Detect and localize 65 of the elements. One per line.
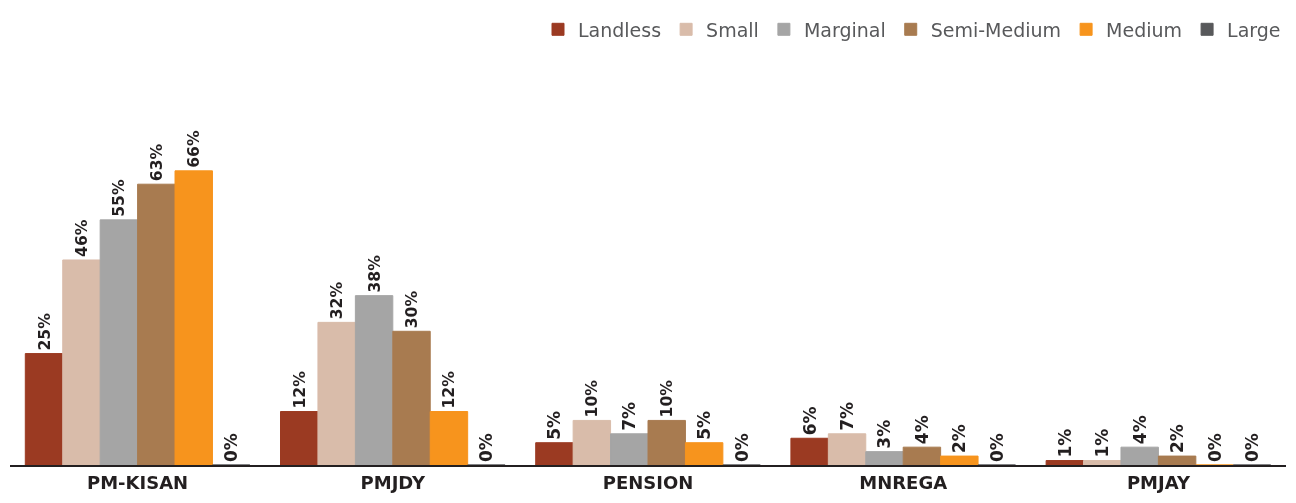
bar — [684, 442, 724, 465]
bar — [137, 183, 176, 465]
x-tick-label: PMJDY — [360, 471, 426, 493]
x-tick-label: PMJAY — [1126, 471, 1191, 493]
data-label: 0% — [1241, 433, 1262, 462]
data-label: 10% — [582, 379, 602, 418]
bar — [647, 419, 686, 465]
data-label: 25% — [34, 312, 54, 351]
bar — [535, 442, 574, 465]
x-tick-label: PENSION — [602, 471, 694, 493]
data-label: 12% — [289, 370, 309, 409]
bar — [1157, 455, 1197, 465]
data-label: 0% — [221, 433, 242, 462]
bar — [790, 437, 829, 465]
bar — [865, 451, 904, 465]
data-label: 46% — [71, 219, 91, 257]
data-label: 7% — [837, 401, 858, 431]
data-label: 63% — [146, 143, 166, 182]
data-label: 0% — [731, 433, 752, 462]
x-tick-label: MNREGA — [859, 471, 948, 493]
bar — [940, 455, 979, 465]
data-label: 4% — [911, 415, 932, 445]
data-label: 4% — [1129, 415, 1150, 445]
data-label: 1% — [1092, 428, 1113, 458]
data-label: 2% — [949, 424, 970, 454]
bar — [354, 295, 394, 465]
legend-label: Marginal — [803, 18, 886, 41]
legend-label: Semi-Medium — [930, 18, 1062, 41]
data-label: 3% — [874, 419, 895, 449]
data-label: 2% — [1167, 424, 1188, 454]
data-label: 5% — [694, 410, 715, 440]
data-label: 55% — [109, 179, 129, 217]
bar — [62, 259, 101, 465]
bar — [1045, 460, 1085, 465]
bar — [280, 411, 319, 465]
data-label: 6% — [799, 406, 820, 436]
data-label: 0% — [1204, 433, 1225, 462]
bar — [1083, 460, 1122, 465]
bar — [24, 353, 64, 465]
data-label: 0% — [476, 433, 497, 462]
data-label: 30% — [402, 290, 422, 329]
data-label: 10% — [657, 379, 677, 418]
bar — [392, 330, 431, 465]
bar — [902, 446, 942, 465]
data-label: 7% — [619, 401, 640, 431]
x-tick-label: PM-KISAN — [87, 471, 189, 493]
legend-label: Medium — [1106, 18, 1183, 41]
bar — [429, 411, 469, 465]
bar — [827, 433, 867, 465]
bar — [572, 419, 612, 465]
bar — [99, 219, 139, 465]
bar — [174, 170, 213, 465]
data-label: 32% — [327, 281, 347, 320]
bar — [317, 321, 356, 465]
bar — [610, 433, 649, 465]
bar — [1120, 446, 1159, 465]
data-label: 1% — [1054, 428, 1075, 458]
data-label: 66% — [184, 130, 204, 168]
data-label: 38% — [364, 254, 384, 293]
data-label: 5% — [544, 410, 565, 440]
data-label: 0% — [986, 433, 1007, 462]
legend-label: Large — [1227, 18, 1281, 41]
legend-label: Landless — [578, 18, 662, 41]
legend-label: Small — [706, 18, 759, 41]
data-label: 12% — [439, 370, 459, 409]
